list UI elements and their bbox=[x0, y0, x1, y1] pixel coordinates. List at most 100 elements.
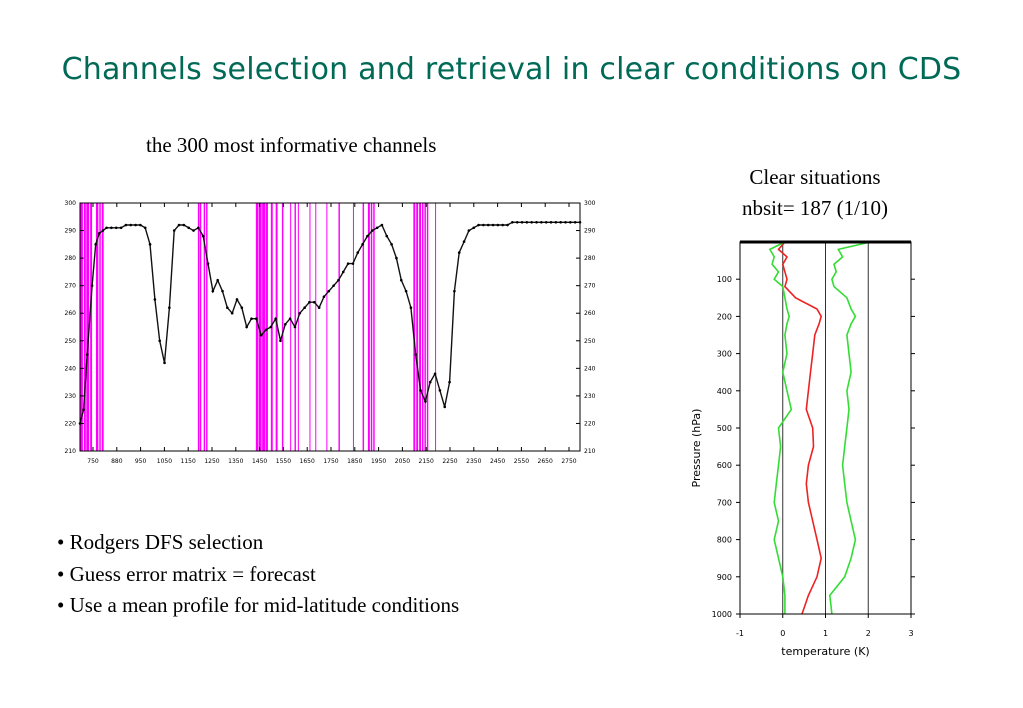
y-tick-label-left: 220 bbox=[65, 420, 77, 427]
spectrum-point bbox=[153, 298, 157, 301]
x-tick-label: 880 bbox=[111, 458, 123, 465]
spectrum-point bbox=[148, 243, 152, 246]
selected-channel-band bbox=[309, 203, 311, 451]
spectrum-point bbox=[467, 229, 471, 232]
selected-channel-band bbox=[419, 203, 422, 451]
spectrum-point bbox=[501, 223, 505, 227]
y-tick-label-left: 290 bbox=[65, 228, 77, 235]
y-tick-label-left: 280 bbox=[65, 255, 77, 262]
selected-channel-band bbox=[297, 203, 299, 451]
spectrum-point bbox=[139, 223, 142, 227]
y-tick-label-left: 230 bbox=[65, 393, 77, 400]
spectrum-point bbox=[90, 284, 94, 287]
spectrum-point bbox=[380, 223, 384, 227]
spectrum-point bbox=[375, 226, 379, 230]
selected-channel-band bbox=[101, 203, 104, 451]
spectrum-point bbox=[448, 380, 451, 384]
spectrum-point bbox=[544, 220, 548, 224]
spectrum-line bbox=[79, 221, 580, 424]
spectrum-point bbox=[573, 220, 577, 224]
spectrum-point bbox=[385, 234, 389, 238]
spectrum-point bbox=[409, 306, 413, 310]
spectrum-point bbox=[506, 223, 509, 227]
spectrum-point bbox=[211, 289, 215, 293]
spectrum-point bbox=[540, 220, 543, 224]
selected-channel-band bbox=[203, 203, 206, 451]
spectrum-point bbox=[119, 226, 123, 230]
spectrum-point bbox=[245, 325, 248, 329]
x-tick-label: 2150 bbox=[419, 458, 434, 465]
x-tick-label: 750 bbox=[87, 458, 99, 465]
spectrum-point bbox=[525, 220, 529, 224]
spectrum-point bbox=[491, 223, 495, 227]
spectrum-point bbox=[457, 251, 461, 254]
spectrum-point bbox=[187, 226, 190, 230]
selected-channel-band bbox=[99, 203, 101, 451]
spectrum-point bbox=[226, 306, 229, 310]
spectrum-point bbox=[361, 243, 364, 246]
spectrum-point bbox=[201, 234, 205, 238]
x-tick-label: -1 bbox=[736, 629, 744, 638]
spectrum-point bbox=[114, 226, 118, 230]
y-tick-label-right: 270 bbox=[584, 283, 596, 290]
spectrum-point bbox=[158, 339, 162, 343]
selected-channel-band bbox=[426, 203, 429, 451]
y-tick-label-left: 240 bbox=[65, 365, 77, 372]
spectrum-point bbox=[206, 262, 210, 265]
y-tick-label-right: 280 bbox=[584, 255, 596, 262]
spectrum-point bbox=[124, 223, 128, 227]
y-tick-label-left: 300 bbox=[65, 200, 77, 207]
selected-channel-band bbox=[197, 203, 200, 451]
y-tick-label-right: 290 bbox=[584, 228, 596, 235]
spectrum-point bbox=[110, 226, 113, 230]
x-tick-label: 2350 bbox=[466, 458, 481, 465]
spectrum-plot-frame bbox=[79, 202, 581, 452]
spectrum-point bbox=[530, 220, 533, 224]
bullet-list: • Rodgers DFS selection • Guess error ma… bbox=[57, 527, 477, 622]
selected-channel-band bbox=[416, 203, 419, 451]
spectrum-point bbox=[535, 220, 538, 224]
spectrum-point bbox=[221, 289, 224, 293]
x-tick-label: 0 bbox=[780, 629, 785, 638]
selected-channel-band bbox=[326, 203, 328, 451]
y-tick-label: 700 bbox=[717, 498, 732, 507]
spectrum-point bbox=[482, 223, 485, 227]
spectrum-point bbox=[163, 361, 166, 365]
spectrum-point bbox=[284, 322, 287, 326]
y-tick-label-right: 220 bbox=[584, 420, 596, 427]
spectrum-point bbox=[82, 408, 85, 411]
y-tick-label: 1000 bbox=[712, 610, 732, 619]
profile-series-line-1 bbox=[828, 241, 871, 615]
spectrum-point bbox=[94, 243, 98, 246]
x-tick-label: 1550 bbox=[276, 458, 291, 465]
spectrum-point bbox=[327, 289, 331, 293]
spectrum-point bbox=[279, 339, 282, 343]
spectrum-point bbox=[390, 243, 393, 246]
spectrum-point bbox=[496, 223, 500, 227]
spectrum-point bbox=[559, 220, 562, 224]
spectrum-point bbox=[511, 220, 514, 224]
selected-channel-band bbox=[424, 203, 426, 451]
spectrum-point bbox=[85, 353, 89, 356]
spectrum-point bbox=[288, 317, 292, 321]
selected-channel-band bbox=[315, 203, 317, 451]
selected-channel-band bbox=[258, 203, 262, 451]
spectrum-point bbox=[250, 317, 253, 321]
selected-channel-band bbox=[83, 203, 86, 451]
retrieval-caption-line2: nbsit= 187 (1/10) bbox=[741, 196, 888, 220]
selected-channel-band bbox=[265, 203, 268, 451]
selected-channel-band bbox=[367, 203, 370, 451]
spectrum-point bbox=[129, 223, 133, 227]
spectrum-point bbox=[322, 295, 326, 298]
x-tick-label: 2750 bbox=[561, 458, 576, 465]
spectrum-point bbox=[341, 270, 345, 274]
profile-series-line-2 bbox=[768, 241, 793, 614]
spectrum-point bbox=[105, 226, 108, 230]
y-axis-label: Pressure (hPa) bbox=[690, 409, 703, 488]
selected-channel-band bbox=[422, 203, 424, 451]
spectrum-point bbox=[554, 220, 558, 224]
spectrum-point bbox=[298, 311, 302, 315]
y-tick-label: 200 bbox=[717, 312, 732, 321]
bullet-item: • Use a mean profile for mid-latitude co… bbox=[57, 593, 460, 617]
